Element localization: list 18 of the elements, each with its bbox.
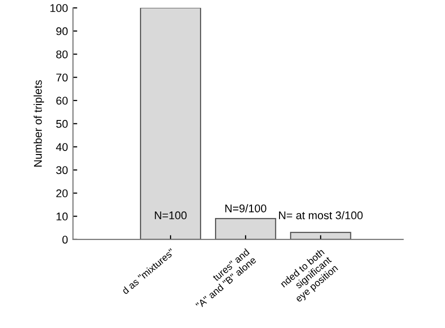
- y-tick-label: 70: [56, 74, 68, 82]
- y-axis-title: Number of triplets: [34, 80, 44, 167]
- y-tick-label: 20: [56, 189, 68, 198]
- annotation: N= at most 3/100: [279, 211, 363, 220]
- y-tick-label: 10: [56, 212, 68, 220]
- y-tick-label: 50: [56, 120, 68, 128]
- annotation: N=9/100: [225, 204, 266, 212]
- y-tick-label: 30: [56, 166, 68, 174]
- y-tick-label: 0: [62, 236, 68, 244]
- y-tick-label: 100: [50, 4, 68, 12]
- y-tick-label: 80: [56, 50, 68, 58]
- y-tick-label: 60: [56, 96, 68, 105]
- bar: [215, 218, 276, 240]
- y-tick-label: 40: [56, 143, 68, 151]
- bar: [290, 232, 352, 240]
- y-tick-label: 90: [56, 27, 68, 36]
- annotation: N=100: [154, 211, 187, 220]
- bar: [140, 8, 202, 240]
